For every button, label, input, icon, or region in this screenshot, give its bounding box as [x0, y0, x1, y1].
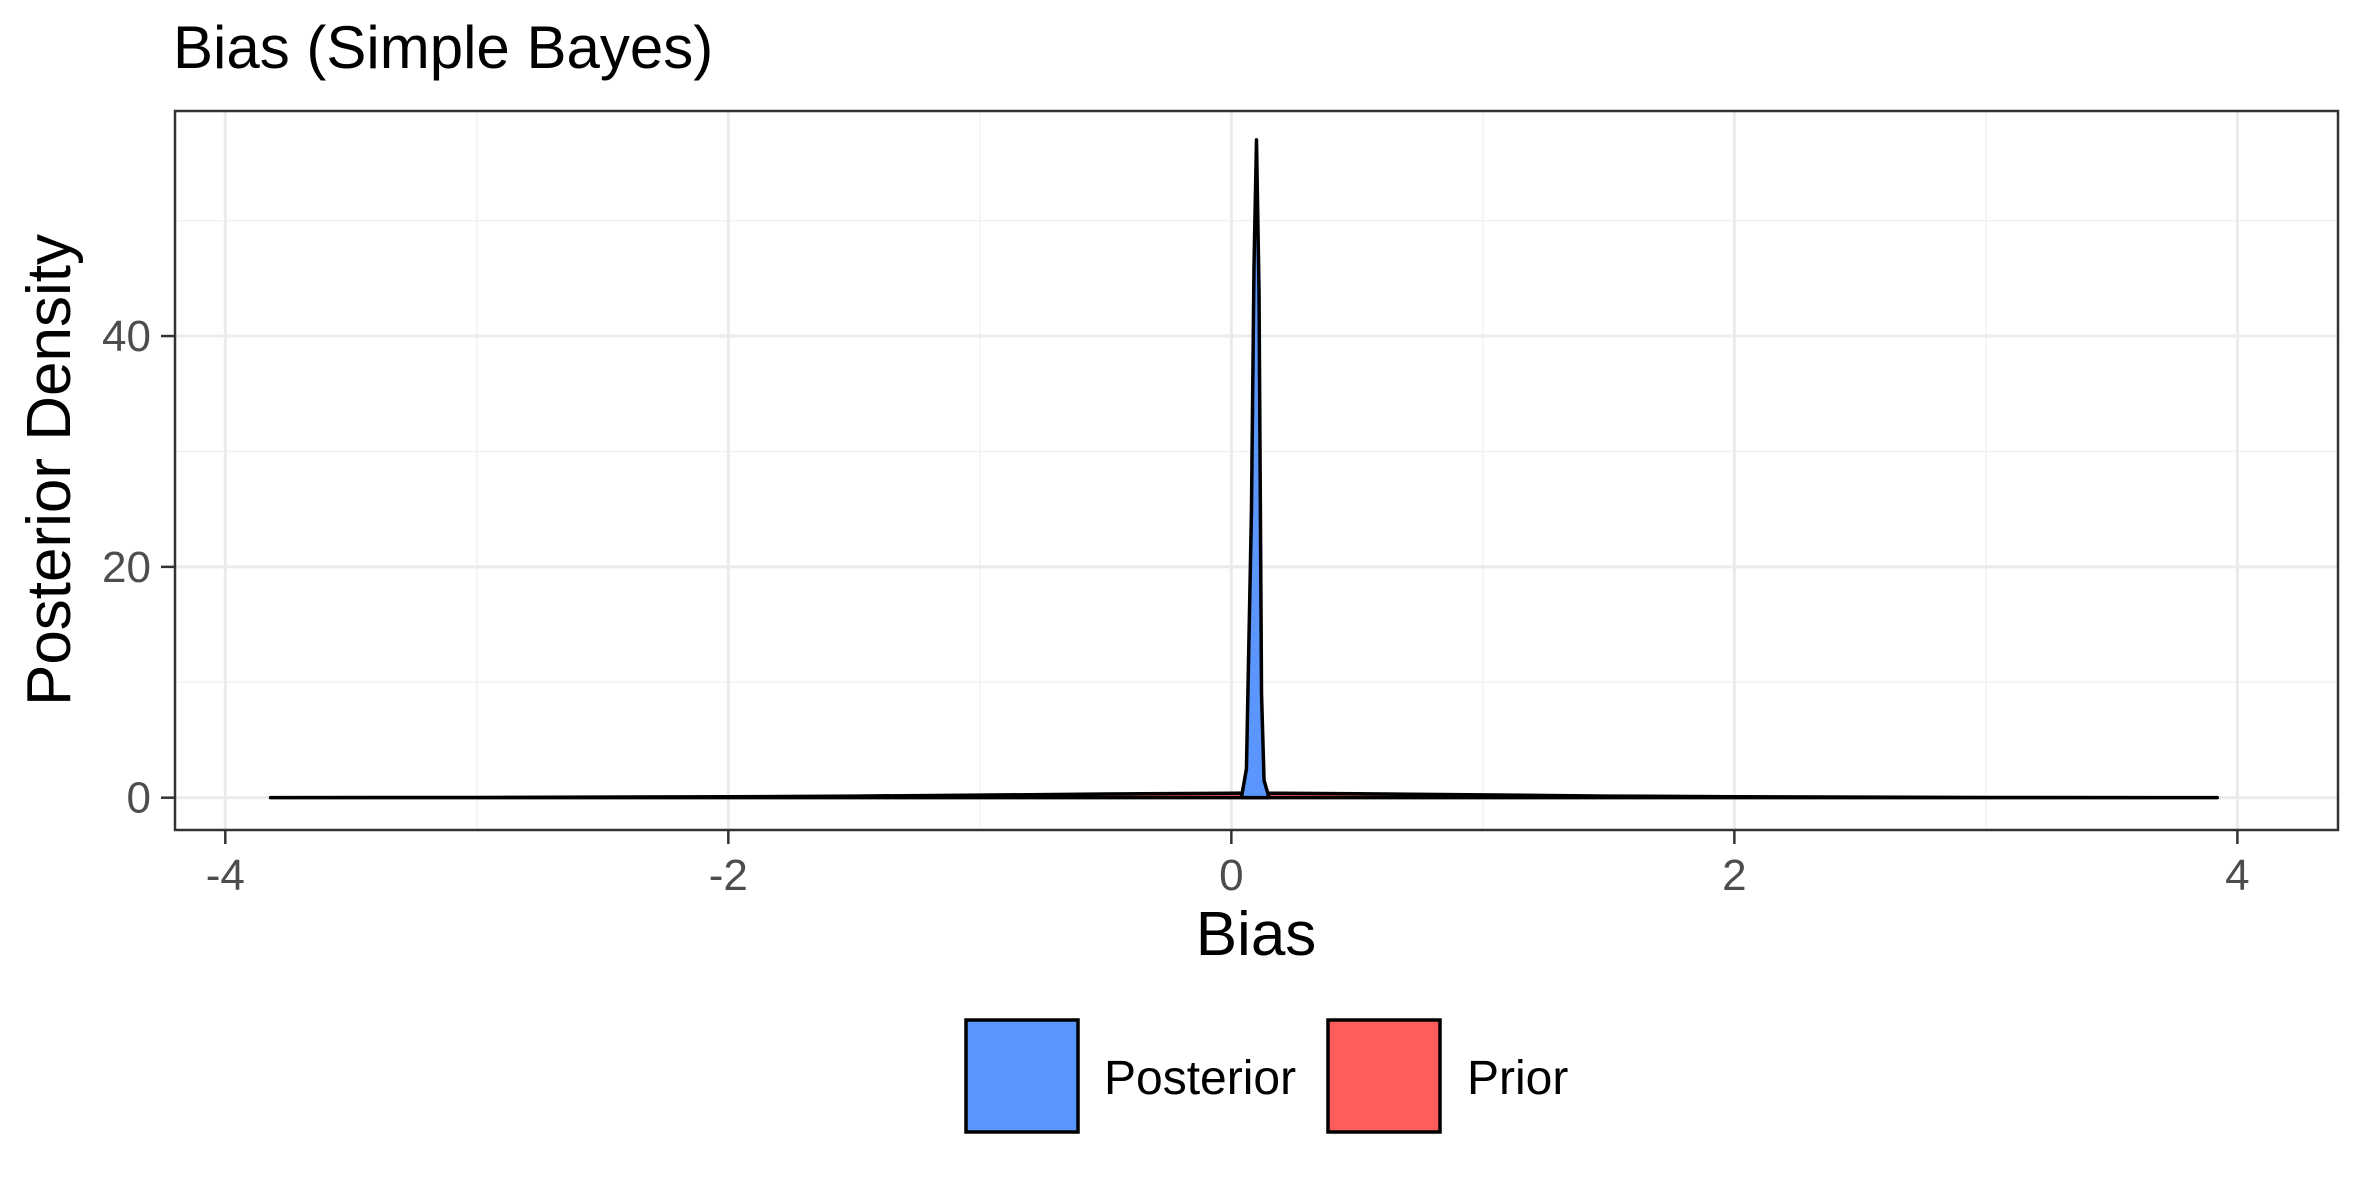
- legend-label-posterior: Posterior: [1104, 1052, 1296, 1105]
- y-tick-label: 40: [102, 312, 151, 361]
- plot-panel: [173, 109, 2340, 832]
- panel-border: [173, 109, 2340, 832]
- x-tick-label: -4: [206, 851, 245, 900]
- x-axis-title: Bias: [1196, 900, 1317, 969]
- y-tick-label: 0: [127, 774, 151, 823]
- x-tick-label: 4: [2225, 851, 2249, 900]
- y-axis-title: Posterior Density: [15, 234, 84, 706]
- x-tick-label: 2: [1722, 851, 1746, 900]
- density-areas: [268, 138, 2220, 800]
- x-tick-label: -2: [709, 851, 748, 900]
- density-area-posterior: [1239, 138, 1271, 800]
- x-tick-label: 0: [1219, 851, 1243, 900]
- y-tick-label: 20: [102, 543, 151, 592]
- legend-key-prior: [1326, 1018, 1442, 1134]
- y-axis: 0 20 40: [102, 312, 175, 823]
- legend: Posterior Prior: [964, 1018, 1568, 1134]
- chart-title: Bias (Simple Bayes): [173, 14, 713, 81]
- legend-key-posterior: [964, 1018, 1080, 1134]
- legend-label-prior: Prior: [1467, 1052, 1568, 1105]
- x-axis: -4 -2 0 2 4: [206, 830, 2250, 900]
